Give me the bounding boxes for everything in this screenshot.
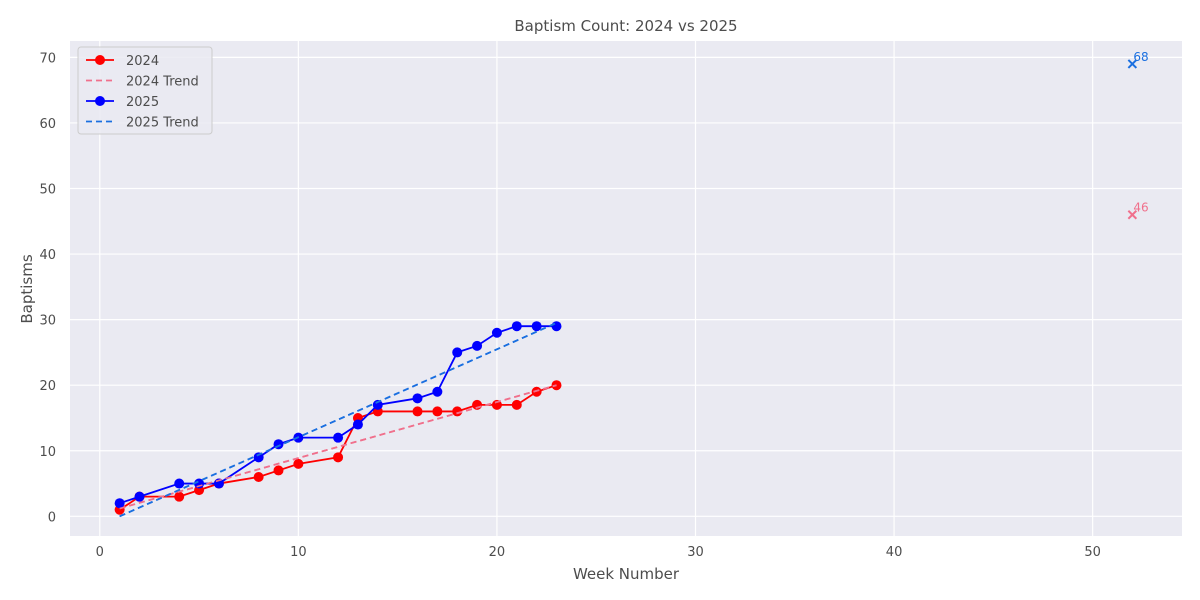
legend-label: 2024 Trend <box>126 75 199 90</box>
legend-item: 2024 <box>86 54 159 69</box>
legend-marker <box>95 96 105 106</box>
x-tick-label: 50 <box>1084 545 1101 560</box>
data-point-2025 <box>273 439 284 450</box>
y-tick-label: 70 <box>39 51 56 66</box>
legend-item: 2025 <box>86 95 159 110</box>
data-point-2024 <box>174 491 185 502</box>
data-point-2024 <box>491 399 502 410</box>
projection-x-stroke <box>1127 59 1138 69</box>
y-tick-label: 30 <box>39 314 56 329</box>
data-point-2025 <box>174 478 185 489</box>
legend-item: 2025 Trend <box>86 116 199 131</box>
data-point-2024 <box>333 452 344 463</box>
y-tick-label: 40 <box>39 248 56 263</box>
data-point-2025 <box>412 393 423 404</box>
x-tick-label: 40 <box>886 545 903 560</box>
projection-x-stroke <box>1127 210 1138 220</box>
trend-overlay-line <box>119 384 557 510</box>
x-tick-label: 20 <box>489 545 506 560</box>
projection-layer: 68 46 <box>1127 50 1149 220</box>
x-axis-label: Week Number <box>573 565 680 583</box>
projection-marker <box>1127 210 1138 220</box>
legend: 2024 2024 Trend 2025 2025 Trend <box>77 46 213 135</box>
legend-item: 2024 Trend <box>86 75 199 90</box>
data-point-2024 <box>293 458 304 469</box>
gridlines <box>70 41 1182 536</box>
data-point-2025 <box>452 347 463 358</box>
legend-label: 2025 <box>126 95 159 110</box>
y-tick-label: 0 <box>48 510 56 525</box>
x-tick-label: 0 <box>96 545 104 560</box>
y-axis-label: Baptisms <box>18 254 36 323</box>
legend-box <box>77 46 213 135</box>
y-tick-label: 60 <box>39 117 56 132</box>
legend-marker <box>95 55 105 65</box>
data-point-2024 <box>253 471 264 482</box>
trend-overlay <box>119 322 557 518</box>
projection-label: 46 <box>1133 201 1148 215</box>
data-point-2025 <box>253 452 264 463</box>
data-point-2025 <box>333 432 344 443</box>
data-point-2025 <box>531 321 542 332</box>
x-tick-label: 30 <box>687 545 704 560</box>
x-tick-label: 10 <box>290 545 307 560</box>
legend-label: 2024 <box>126 54 159 69</box>
data-point-2025 <box>432 386 443 397</box>
data-point-2025 <box>134 491 145 502</box>
data-point-2025 <box>352 419 363 430</box>
projection-label: 68 <box>1133 50 1148 64</box>
data-point-2024 <box>412 406 423 417</box>
y-tick-label: 50 <box>39 183 56 198</box>
data-point-2025 <box>472 340 483 351</box>
y-tick-label: 20 <box>39 379 56 394</box>
data-point-2024 <box>511 399 522 410</box>
projection-marker <box>1127 59 1138 69</box>
series-2025 <box>114 321 562 509</box>
data-point-2025 <box>551 321 562 332</box>
data-point-2024 <box>531 386 542 397</box>
data-point-2025 <box>511 321 522 332</box>
y-tick-labels: 0 10 20 30 40 50 60 70 <box>39 51 56 525</box>
x-tick-labels: 0 10 20 30 40 50 <box>96 545 1101 560</box>
y-tick-label: 10 <box>39 445 56 460</box>
data-point-2024 <box>452 406 463 417</box>
data-point-2025 <box>372 399 383 410</box>
data-point-2025 <box>491 327 502 338</box>
series-layer <box>114 321 562 518</box>
plot-background <box>70 41 1182 536</box>
data-point-2025 <box>114 498 125 509</box>
data-point-2024 <box>432 406 443 417</box>
data-point-2024 <box>273 465 284 476</box>
chart-title: Baptism Count: 2024 vs 2025 <box>514 17 737 35</box>
legend-label: 2025 Trend <box>126 116 199 131</box>
